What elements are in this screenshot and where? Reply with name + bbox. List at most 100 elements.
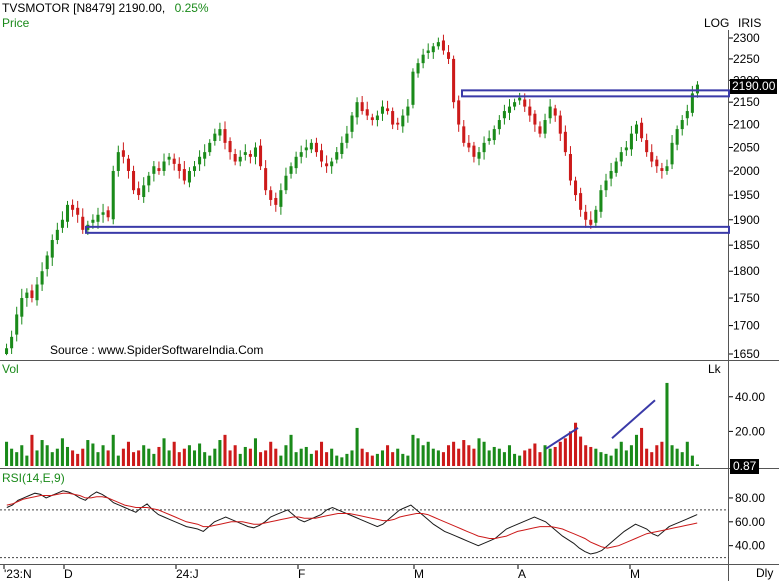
volume-bar xyxy=(447,445,451,466)
volume-bar xyxy=(360,448,364,466)
candle-body xyxy=(502,111,506,119)
volume-bar xyxy=(609,455,613,466)
volume-bar xyxy=(426,441,430,466)
scale-mode-label[interactable]: LOG xyxy=(704,16,730,30)
volume-bar xyxy=(421,445,425,466)
volume-bar xyxy=(614,448,618,466)
candle-body xyxy=(319,150,324,162)
price-tick-label: 1900 xyxy=(733,213,760,227)
candle-body xyxy=(330,161,334,167)
volume-bar xyxy=(65,446,70,466)
candle-body xyxy=(553,108,557,116)
candle-body xyxy=(406,106,410,116)
candle-body xyxy=(492,129,496,141)
volume-bar xyxy=(548,448,552,466)
candle-body xyxy=(629,133,633,150)
candle-body xyxy=(680,120,684,130)
candle-body xyxy=(513,102,517,107)
candle-body xyxy=(421,54,425,64)
candle-body xyxy=(304,147,308,151)
volume-bar xyxy=(137,450,141,466)
candle-body xyxy=(71,204,75,210)
candle-body xyxy=(91,219,95,223)
volume-bar xyxy=(670,445,674,466)
volume-bar xyxy=(695,464,699,466)
volume-bar xyxy=(259,452,263,466)
volume-bar xyxy=(325,452,329,466)
volume-bar xyxy=(401,453,405,466)
volume-bar xyxy=(132,452,136,466)
candle-body xyxy=(563,131,567,153)
volume-bar xyxy=(76,453,80,466)
candle-body xyxy=(126,158,130,171)
candle-body xyxy=(198,156,202,165)
rsi-tick-label: 40.00 xyxy=(735,539,765,553)
candle-body xyxy=(477,152,481,159)
volume-bar xyxy=(380,450,385,466)
volume-bar xyxy=(543,445,547,466)
candle-body xyxy=(182,169,186,181)
candle-body xyxy=(507,106,512,113)
volume-bar xyxy=(238,453,242,466)
price-tick-label: 1800 xyxy=(733,264,760,278)
candle-body xyxy=(25,292,29,299)
candle-body xyxy=(60,219,64,228)
volume-bar xyxy=(452,441,456,466)
volume-bar xyxy=(182,448,186,466)
candle-body xyxy=(523,99,527,107)
candle-body xyxy=(96,214,100,222)
volume-bar xyxy=(619,441,623,466)
candle-body xyxy=(299,152,303,157)
volume-bar xyxy=(167,450,171,466)
candle-body xyxy=(624,147,628,151)
volume-bar xyxy=(142,445,146,466)
candle-body xyxy=(426,50,430,54)
candle-body xyxy=(345,133,349,143)
volume-bar xyxy=(645,448,649,466)
volume-bar xyxy=(15,452,19,466)
candle-body xyxy=(487,138,491,142)
candle-body xyxy=(101,212,105,215)
candle-body xyxy=(106,210,110,218)
volume-bar xyxy=(10,448,14,466)
volume-bar xyxy=(274,448,278,466)
x-tick-label: F xyxy=(298,567,305,581)
candle-body xyxy=(172,158,176,164)
candle-body xyxy=(152,166,156,174)
volume-bar xyxy=(462,440,466,466)
candle-body xyxy=(121,150,125,157)
volume-bar xyxy=(243,446,247,466)
candle-body xyxy=(20,298,24,317)
x-tick-label: '23:N xyxy=(4,567,32,581)
price-tick-label: 1850 xyxy=(733,238,760,252)
candle-body xyxy=(167,156,171,160)
candle-body xyxy=(634,124,639,134)
volume-bar xyxy=(218,440,222,466)
candle-body xyxy=(568,153,572,181)
volume-bar xyxy=(269,441,273,466)
last-price-label: 2190.00, xyxy=(118,1,166,15)
volume-bar xyxy=(60,438,64,466)
volume-bar xyxy=(264,450,268,466)
candle-body xyxy=(685,111,689,119)
volume-bar xyxy=(126,441,130,466)
candle-body xyxy=(269,190,273,200)
candle-body xyxy=(695,84,699,94)
rsi-line xyxy=(6,490,698,555)
candle-body xyxy=(233,153,237,162)
candle-body xyxy=(50,240,54,258)
candle-body xyxy=(264,168,268,191)
volume-bar xyxy=(345,453,349,466)
volume-bar xyxy=(690,455,694,466)
candle-body xyxy=(401,115,405,127)
volume-bar xyxy=(45,445,49,466)
candle-body xyxy=(274,197,278,205)
candle-body xyxy=(690,93,694,113)
candle-body xyxy=(289,166,293,174)
candle-body xyxy=(655,159,659,167)
candle-body xyxy=(111,170,115,220)
volume-bar xyxy=(558,441,562,466)
candle-body xyxy=(40,271,44,285)
volume-bar xyxy=(330,448,334,466)
